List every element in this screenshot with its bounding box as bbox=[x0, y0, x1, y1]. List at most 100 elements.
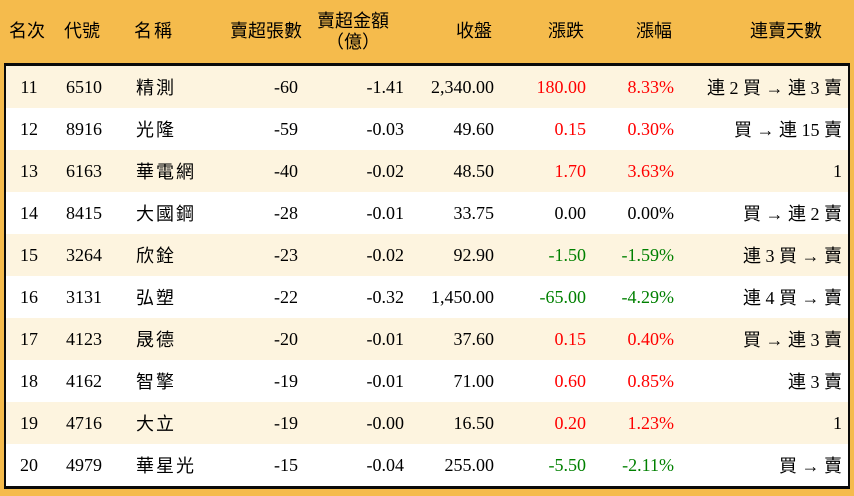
cell-price-change: 0.00 bbox=[554, 202, 587, 223]
cell-price-change: 0.15 bbox=[554, 118, 587, 139]
cell-sell-volume: -28 bbox=[274, 202, 298, 223]
cell-consecutive-sell-days: 買 → 連 15 賣 bbox=[734, 120, 842, 140]
cell-close-price: 49.60 bbox=[453, 118, 495, 139]
cell-rank: 13 bbox=[20, 160, 38, 181]
cell-rank: 17 bbox=[20, 328, 38, 349]
col-header-change-pct: 漲幅 bbox=[636, 21, 672, 42]
cell-close-price: 37.60 bbox=[453, 328, 495, 349]
cell-stock-name: 華星光 bbox=[136, 456, 196, 476]
cell-stock-name: 光隆 bbox=[136, 120, 176, 140]
cell-rank: 15 bbox=[20, 244, 38, 265]
cell-sell-volume: -59 bbox=[274, 118, 298, 139]
col-header-close: 收盤 bbox=[456, 21, 492, 42]
cell-stock-code: 3264 bbox=[66, 244, 102, 265]
cell-sell-volume: -22 bbox=[274, 286, 298, 307]
cell-sell-volume: -40 bbox=[274, 160, 298, 181]
cell-change-pct: 0.40% bbox=[627, 328, 675, 349]
cell-consecutive-sell-days: 1 bbox=[833, 412, 842, 433]
cell-price-change: -65.00 bbox=[539, 286, 587, 307]
table-row: 15 3264 欣銓 -23 -0.02 92.90 -1.50 -1.59% … bbox=[6, 234, 848, 276]
cell-stock-code: 4123 bbox=[66, 328, 102, 349]
cell-stock-code: 8916 bbox=[66, 118, 102, 139]
cell-price-change: 0.15 bbox=[554, 328, 587, 349]
cell-stock-code: 6163 bbox=[66, 160, 102, 181]
cell-close-price: 16.50 bbox=[453, 412, 495, 433]
cell-stock-name: 大立 bbox=[136, 414, 176, 434]
col-header-sell-amount-line1: 賣超金額 bbox=[317, 10, 389, 31]
cell-sell-volume: -60 bbox=[274, 76, 298, 97]
cell-price-change: -5.50 bbox=[548, 454, 587, 475]
cell-close-price: 92.90 bbox=[453, 244, 495, 265]
cell-sell-amount: -0.01 bbox=[366, 370, 405, 391]
cell-consecutive-sell-days: 買 → 連 3 賣 bbox=[743, 330, 842, 350]
col-header-consecutive-sell-days: 連賣天數 bbox=[750, 21, 822, 42]
cell-close-price: 48.50 bbox=[453, 160, 495, 181]
cell-sell-amount: -0.02 bbox=[366, 244, 405, 265]
cell-rank: 12 bbox=[20, 118, 38, 139]
table-header-row: 名次 代號 名稱 賣超張數 賣超金額 （億） 收盤 漲跌 漲幅 連賣天數 bbox=[4, 0, 850, 63]
cell-stock-name: 欣銓 bbox=[136, 246, 176, 266]
cell-stock-name: 智擎 bbox=[136, 372, 176, 392]
col-header-sell-volume: 賣超張數 bbox=[230, 21, 302, 42]
col-header-code: 代號 bbox=[64, 21, 100, 42]
cell-sell-amount: -0.01 bbox=[366, 202, 405, 223]
cell-stock-name: 精測 bbox=[136, 78, 176, 98]
cell-sell-amount: -0.02 bbox=[366, 160, 405, 181]
col-header-sell-amount: 賣超金額 （億） bbox=[300, 11, 406, 52]
cell-consecutive-sell-days: 連 4 買 → 賣 bbox=[743, 288, 842, 308]
cell-stock-code: 6510 bbox=[66, 76, 102, 97]
cell-sell-amount: -1.41 bbox=[366, 76, 405, 97]
cell-sell-amount: -0.04 bbox=[366, 454, 405, 475]
cell-stock-code: 8415 bbox=[66, 202, 102, 223]
cell-price-change: 180.00 bbox=[536, 76, 587, 97]
cell-sell-amount: -0.03 bbox=[366, 118, 405, 139]
cell-consecutive-sell-days: 連 2 買 → 連 3 賣 bbox=[707, 78, 842, 98]
cell-stock-name: 晟德 bbox=[136, 330, 176, 350]
cell-rank: 14 bbox=[20, 202, 38, 223]
cell-change-pct: -2.11% bbox=[622, 454, 674, 475]
cell-stock-name: 大國鋼 bbox=[136, 204, 196, 224]
cell-price-change: -1.50 bbox=[548, 244, 587, 265]
cell-change-pct: 1.23% bbox=[627, 412, 675, 433]
cell-stock-code: 4979 bbox=[66, 454, 102, 475]
cell-change-pct: 0.30% bbox=[627, 118, 675, 139]
cell-rank: 16 bbox=[20, 286, 38, 307]
cell-price-change: 1.70 bbox=[554, 160, 587, 181]
table-row: 20 4979 華星光 -15 -0.04 255.00 -5.50 -2.11… bbox=[6, 444, 848, 486]
cell-sell-amount: -0.32 bbox=[366, 286, 405, 307]
table-row: 13 6163 華電網 -40 -0.02 48.50 1.70 3.63% 1 bbox=[6, 150, 848, 192]
col-header-name: 名稱 bbox=[134, 21, 174, 42]
cell-consecutive-sell-days: 連 3 買 → 賣 bbox=[743, 246, 842, 266]
cell-stock-code: 3131 bbox=[66, 286, 102, 307]
cell-sell-amount: -0.01 bbox=[366, 328, 405, 349]
cell-sell-amount: -0.00 bbox=[366, 412, 405, 433]
table-row: 17 4123 晟德 -20 -0.01 37.60 0.15 0.40% 買 … bbox=[6, 318, 848, 360]
cell-change-pct: -1.59% bbox=[621, 244, 675, 265]
cell-price-change: 0.60 bbox=[554, 370, 587, 391]
cell-rank: 18 bbox=[20, 370, 38, 391]
cell-change-pct: 0.00% bbox=[627, 202, 675, 223]
cell-stock-code: 4716 bbox=[66, 412, 102, 433]
cell-rank: 11 bbox=[20, 76, 38, 97]
cell-stock-name: 華電網 bbox=[136, 162, 196, 182]
cell-rank: 20 bbox=[20, 454, 38, 475]
cell-sell-volume: -23 bbox=[274, 244, 298, 265]
table-row: 19 4716 大立 -19 -0.00 16.50 0.20 1.23% 1 bbox=[6, 402, 848, 444]
cell-sell-volume: -15 bbox=[274, 454, 298, 475]
table-row: 18 4162 智擎 -19 -0.01 71.00 0.60 0.85% 連 … bbox=[6, 360, 848, 402]
cell-change-pct: -4.29% bbox=[621, 286, 675, 307]
table-body: 11 6510 精測 -60 -1.41 2,340.00 180.00 8.3… bbox=[4, 63, 850, 489]
cell-consecutive-sell-days: 買 → 連 2 賣 bbox=[743, 204, 842, 224]
col-header-rank: 名次 bbox=[9, 21, 45, 42]
cell-rank: 19 bbox=[20, 412, 38, 433]
cell-sell-volume: -19 bbox=[274, 370, 298, 391]
table-row: 11 6510 精測 -60 -1.41 2,340.00 180.00 8.3… bbox=[6, 66, 848, 108]
cell-consecutive-sell-days: 1 bbox=[833, 160, 842, 181]
col-header-sell-amount-line2: （億） bbox=[326, 31, 380, 52]
cell-price-change: 0.20 bbox=[554, 412, 587, 433]
table-row: 12 8916 光隆 -59 -0.03 49.60 0.15 0.30% 買 … bbox=[6, 108, 848, 150]
cell-consecutive-sell-days: 買 → 賣 bbox=[779, 456, 842, 476]
cell-change-pct: 3.63% bbox=[627, 160, 675, 181]
cell-change-pct: 0.85% bbox=[627, 370, 675, 391]
